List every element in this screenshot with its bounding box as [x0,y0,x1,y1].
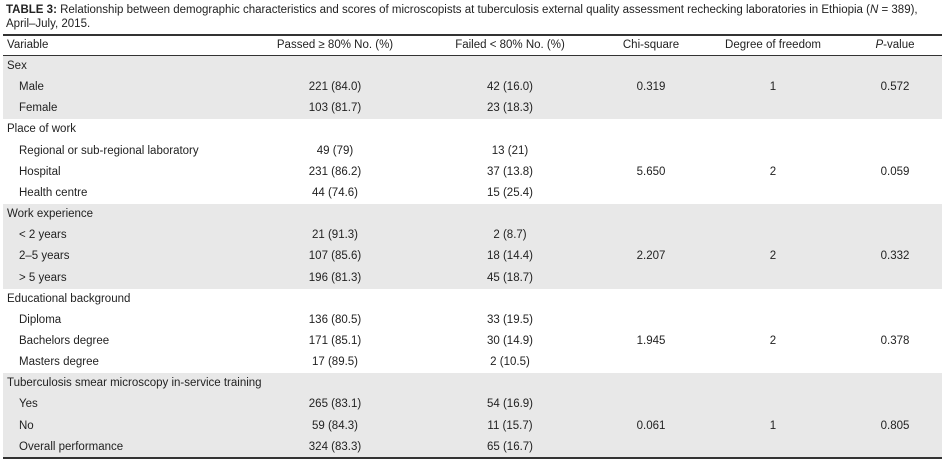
p-value-cell: 0.332 [880,250,910,263]
row-label: < 2 years [19,229,67,242]
group-label: Tuberculosis smear microscopy in-service… [7,377,262,390]
caption-text: = 389), April–July, 2015. [6,4,918,30]
passed-cell: 59 (84.3) [311,419,359,432]
row-label: 2–5 years [19,250,70,263]
failed-cell: 37 (13.8) [486,165,534,178]
failed-cell: 33 (19.5) [486,313,534,326]
row-label: Regional or sub-regional laboratory [19,144,199,157]
group-label: Sex [7,60,27,72]
passed-cell: 221 (84.0) [308,81,362,94]
row-label: > 5 years [19,271,67,284]
failed-cell: 54 (16.9) [486,398,534,411]
group-background [3,204,942,289]
passed-cell: 44 (74.6) [311,186,359,199]
failed-cell: 18 (14.4) [486,250,534,263]
failed-cell: 30 (14.9) [486,334,534,347]
row-label: Overall performance [19,440,124,453]
chi-square-cell: 1.945 [636,334,666,347]
df-cell: 2 [769,334,777,347]
header-cell: Failed < 80% No. (%) [455,39,565,51]
failed-cell: 11 (15.7) [487,419,533,432]
rule [3,55,942,56]
passed-cell: 196 (81.3) [308,271,362,284]
p-value-cell: 0.572 [880,81,910,94]
row-label: Yes [19,398,38,411]
row-label: Health centre [19,186,88,199]
caption-n: N [869,4,879,16]
p-value-cell: 0.805 [880,419,910,432]
rule [3,457,942,459]
p-value-cell: 0.059 [880,165,910,178]
header-cell: Variable [7,39,49,51]
chi-square-cell: 2.207 [636,250,666,263]
passed-cell: 103 (81.7) [308,102,362,115]
row-label: Diploma [19,313,62,326]
failed-cell: 65 (16.7) [486,440,534,453]
chi-square-cell: 0.061 [636,419,666,432]
group-label: Place of work [7,123,77,136]
row-label: No [19,419,34,432]
header-cell: Passed ≥ 80% No. (%) [276,39,394,51]
header-p-rest: -value [883,39,915,51]
row-label: Male [19,81,44,94]
caption: TABLE 3: Relationship between demographi… [6,3,941,31]
row-label: Hospital [19,165,61,178]
header-cell: P-value [876,35,915,56]
group-label: Work experience [7,208,94,221]
passed-cell: 265 (83.1) [308,398,362,411]
df-cell: 1 [769,419,777,432]
rule [3,34,942,36]
failed-cell: 23 (18.3) [486,102,534,115]
passed-cell: 231 (86.2) [308,165,362,178]
header-p: P [875,39,884,51]
row-label: Female [19,102,58,115]
chi-square-cell: 5.650 [636,165,666,178]
failed-cell: 2 (8.7) [493,229,527,242]
passed-cell: 136 (80.5) [308,313,362,326]
passed-cell: 107 (85.6) [308,250,362,263]
p-value-cell: 0.378 [880,334,910,347]
failed-cell: 45 (18.7) [486,271,534,284]
df-cell: 2 [769,165,777,178]
header-cell: Degree of freedom [725,39,821,51]
failed-cell: 15 (25.4) [486,186,534,199]
group-background [3,373,942,458]
chi-square-cell: 0.319 [636,81,666,94]
passed-cell: 17 (89.5) [311,356,359,369]
group-background [3,56,942,120]
failed-cell: 13 (21) [491,144,529,157]
passed-cell: 21 (91.3) [311,229,359,242]
group-label: Educational background [7,292,131,305]
df-cell: 2 [769,250,777,263]
passed-cell: 171 (85.1) [308,334,362,347]
passed-cell: 49 (79) [316,144,354,157]
row-label: Masters degree [19,356,99,369]
caption-text: Relationship between demographic charact… [56,4,870,16]
row-label: Bachelors degree [19,334,110,347]
caption-label: TABLE 3: [6,4,57,16]
passed-cell: 324 (83.3) [308,440,362,453]
failed-cell: 2 (10.5) [490,356,530,369]
header-cell: Chi-square [622,39,680,51]
df-cell: 1 [769,81,777,94]
failed-cell: 42 (16.0) [486,81,534,94]
